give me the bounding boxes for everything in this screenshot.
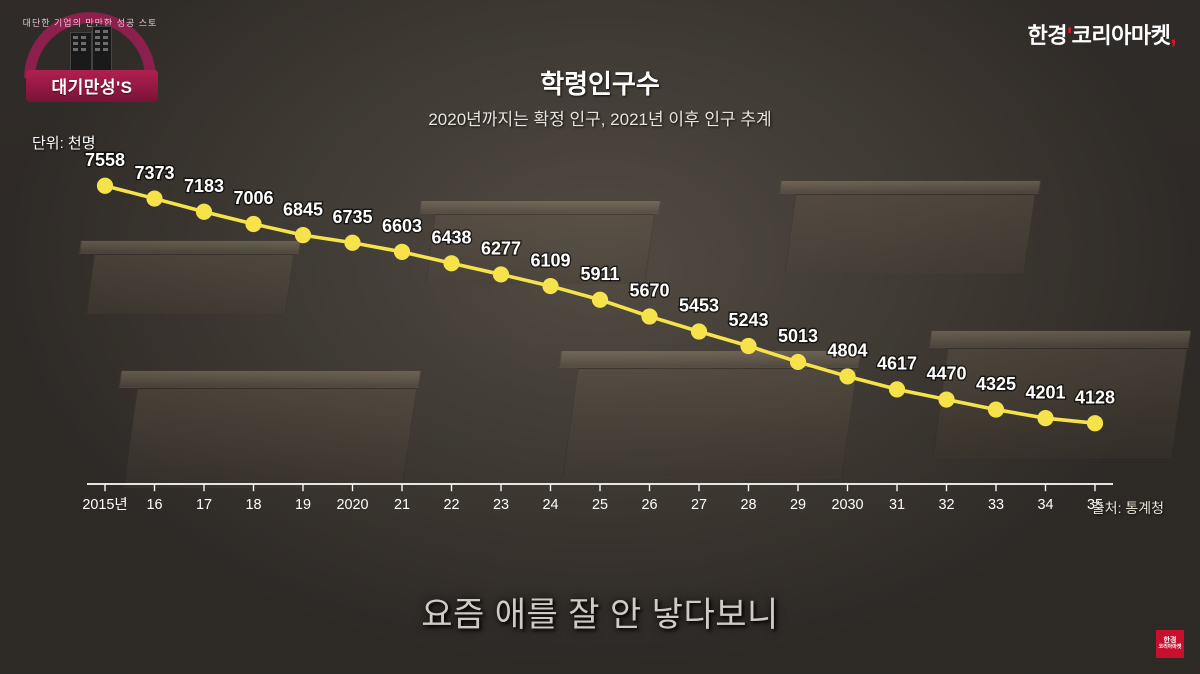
chart-point	[97, 178, 113, 194]
chart-title: 학령인구수	[0, 64, 1200, 101]
x-tick-label: 31	[889, 497, 905, 513]
chart-point	[493, 266, 509, 282]
chart-value-label: 5013	[778, 326, 818, 346]
source-label: 출처: 통계청	[1092, 498, 1164, 518]
x-tick-label: 2030	[831, 497, 863, 513]
x-tick-label: 32	[938, 497, 954, 513]
chart-subtitle: 2020년까지는 확정 인구, 2021년 이후 인구 추계	[0, 105, 1200, 130]
x-tick-label: 28	[740, 497, 756, 513]
chart-point	[691, 323, 707, 339]
line-chart: 2015년 16 17 18 19 2020 21 22 23 24 25 26 27 28 29 2030 3…	[30, 160, 1170, 520]
x-tick-label: 21	[394, 497, 410, 513]
chart-point	[592, 292, 608, 308]
chart-value-label: 7558	[85, 150, 125, 170]
chart-point	[394, 244, 410, 260]
chart-value-label: 4617	[877, 354, 917, 374]
channel-logo: 한경'코리아마켓,	[1027, 18, 1176, 50]
chart-value-label: 5453	[679, 296, 719, 316]
x-tick-label: 17	[196, 497, 212, 513]
x-tick-label: 33	[988, 497, 1004, 513]
x-tick-label: 18	[245, 497, 261, 513]
chart-point	[196, 204, 212, 220]
chart-point	[938, 391, 954, 407]
chart-value-label: 4201	[1025, 382, 1065, 402]
chart-point	[839, 368, 855, 384]
channel-mark-2: ,	[1170, 23, 1176, 48]
chart-value-label: 6845	[283, 199, 323, 219]
chart-value-label: 6735	[332, 207, 372, 227]
corner-badge-line2: 코리아마켓	[1158, 645, 1181, 651]
x-tick-label: 27	[691, 497, 707, 513]
x-tick-label: 25	[592, 497, 608, 513]
corner-badge: 한경 코리아마켓	[1156, 630, 1184, 658]
chart-value-label: 7006	[233, 188, 273, 208]
x-tick-label: 2020	[336, 497, 368, 513]
chart-value-label: 4804	[827, 341, 867, 361]
chart-value-label: 6277	[481, 239, 521, 259]
channel-prefix: 한경	[1027, 23, 1066, 48]
chart-value-label: 4470	[926, 364, 966, 384]
x-tick-label: 23	[493, 497, 509, 513]
chart-point	[344, 235, 360, 251]
chart-value-label: 4325	[976, 374, 1016, 394]
chart-value-label: 6603	[382, 216, 422, 236]
x-tick-label: 2015년	[82, 496, 127, 513]
x-tick-label: 22	[443, 497, 459, 513]
chart-svg: 2015년 16 17 18 19 2020 21 22 23 24 25 26 27 28 29 2030 3…	[30, 160, 1170, 520]
chart-point	[146, 190, 162, 206]
x-tick-label: 34	[1037, 497, 1053, 513]
chart-value-label: 4128	[1075, 387, 1115, 407]
x-tick-label: 26	[641, 497, 657, 513]
chart-point	[790, 354, 806, 370]
chart-point	[1087, 415, 1103, 431]
chart-titles: 학령인구수 2020년까지는 확정 인구, 2021년 이후 인구 추계	[0, 64, 1200, 130]
chart-value-label: 5243	[728, 310, 768, 330]
chart-value-label: 7183	[184, 176, 224, 196]
chart-point	[641, 308, 657, 324]
chart-point	[740, 338, 756, 354]
video-caption: 요즘 애를 잘 안 낳다보니	[0, 587, 1200, 636]
chart-value-label: 5670	[629, 281, 669, 301]
chart-value-label: 7373	[134, 163, 174, 183]
chart-point	[295, 227, 311, 243]
chart-point	[542, 278, 558, 294]
chart-value-label: 6438	[431, 227, 471, 247]
chart-value-label: 6109	[530, 250, 570, 270]
chart-point	[443, 255, 459, 271]
chart-value-label: 5911	[580, 264, 619, 284]
chart-point	[245, 216, 261, 232]
chart-point	[1037, 410, 1053, 426]
x-tick-label: 24	[542, 497, 558, 513]
channel-main: 코리아마켓	[1072, 23, 1171, 48]
chart-point	[889, 381, 905, 397]
x-tick-label: 19	[295, 497, 311, 513]
chart-point	[988, 401, 1004, 417]
x-tick-label: 16	[146, 497, 162, 513]
x-tick-label: 29	[790, 497, 806, 513]
